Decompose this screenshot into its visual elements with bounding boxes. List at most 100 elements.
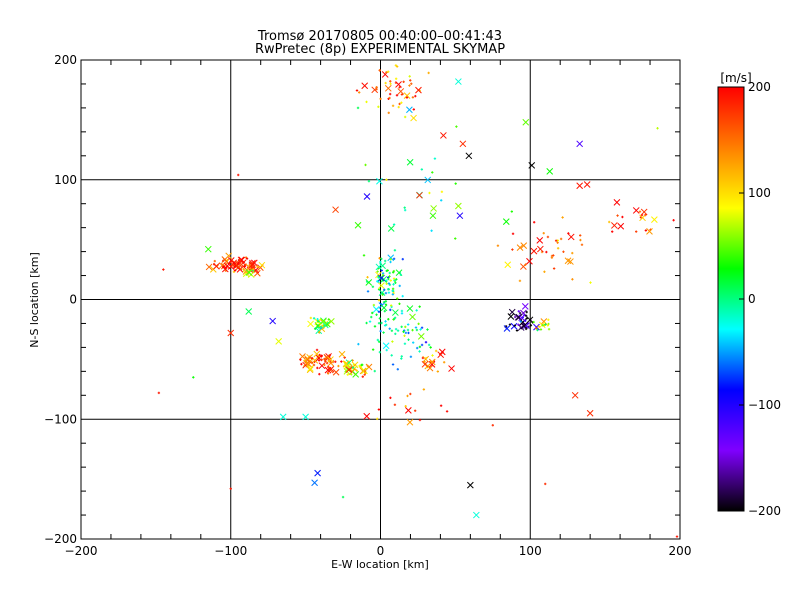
data-point-x <box>392 309 399 316</box>
data-point-plus <box>312 363 316 367</box>
data-point-plus <box>383 288 386 291</box>
data-point-plus <box>409 355 413 358</box>
data-point-x <box>397 88 405 95</box>
data-point-plus <box>403 334 406 337</box>
data-point-x <box>424 176 432 184</box>
data-point-x <box>503 325 511 332</box>
data-point-plus <box>388 275 391 278</box>
data-point-x <box>379 262 386 270</box>
data-point-x <box>352 371 360 378</box>
data-point-plus <box>367 179 371 183</box>
data-point-x <box>376 177 383 185</box>
data-point-x <box>380 304 388 312</box>
data-point-x <box>304 355 311 362</box>
data-point-x <box>378 274 385 282</box>
data-point-x <box>363 412 371 420</box>
data-point-plus <box>562 250 565 253</box>
data-point-plus <box>616 214 619 217</box>
data-point-plus <box>529 324 533 327</box>
data-point-plus <box>389 396 392 400</box>
data-point-plus <box>544 323 547 326</box>
data-point-x <box>576 140 584 148</box>
data-point-x <box>320 317 327 325</box>
data-point-plus <box>420 326 424 329</box>
data-point-x <box>314 469 321 477</box>
colorbar-unit-label: [m/s] <box>720 71 751 85</box>
data-point-x <box>320 318 327 325</box>
data-point-plus <box>407 331 410 335</box>
data-point-plus <box>377 299 381 302</box>
data-point-x <box>332 206 339 214</box>
chart-title: Tromsø 20170805 00:40:00–00:41:43 <box>257 29 502 44</box>
data-point-plus <box>403 342 407 345</box>
data-point-x <box>520 322 528 330</box>
data-point-plus <box>356 106 360 110</box>
data-point-plus <box>242 268 245 271</box>
data-point-x <box>359 367 367 375</box>
data-point-plus <box>426 328 429 331</box>
data-point-plus <box>387 277 390 281</box>
data-point-plus <box>355 89 359 92</box>
data-point-plus <box>371 285 375 288</box>
data-point-x <box>406 418 414 426</box>
data-point-x <box>375 263 383 271</box>
data-point-plus <box>392 257 396 261</box>
data-point-plus <box>406 328 410 332</box>
data-point-plus <box>394 64 398 67</box>
data-point-x <box>235 263 243 271</box>
data-point-plus <box>321 324 324 328</box>
data-point-x <box>409 313 416 321</box>
data-point-plus <box>229 487 232 490</box>
data-point-plus <box>252 268 255 271</box>
data-point-plus <box>385 348 388 352</box>
data-point-plus <box>532 221 536 224</box>
data-point-plus <box>413 409 417 412</box>
data-point-x <box>448 365 455 372</box>
data-point-plus <box>511 248 514 251</box>
data-point-plus <box>389 258 393 261</box>
data-point-plus <box>395 94 399 97</box>
data-point-plus <box>383 259 387 263</box>
data-point-x <box>318 362 326 370</box>
data-point-plus <box>192 376 195 379</box>
data-point-x <box>507 313 515 320</box>
data-point-plus <box>517 310 520 313</box>
data-point-plus <box>388 327 391 330</box>
data-point-x <box>504 261 512 269</box>
data-point-x <box>428 358 436 366</box>
data-point-plus <box>394 327 398 331</box>
data-point-x <box>459 140 467 148</box>
data-point-plus <box>405 96 409 99</box>
data-point-plus <box>554 239 558 242</box>
data-point-plus <box>393 249 397 252</box>
data-point-plus <box>340 360 343 363</box>
data-point-plus <box>350 373 353 376</box>
data-point-plus <box>547 328 551 331</box>
data-point-plus <box>373 325 377 328</box>
data-point-plus <box>398 102 401 106</box>
data-point-x <box>361 82 369 90</box>
data-point-x <box>387 225 395 232</box>
data-point-plus <box>656 127 659 130</box>
data-point-plus <box>398 86 401 89</box>
data-point-plus <box>323 363 326 367</box>
data-point-plus <box>621 215 624 219</box>
x-tick-label: 0 <box>377 544 385 558</box>
data-point-x <box>338 350 346 358</box>
data-point-x <box>384 84 392 92</box>
data-point-x <box>428 361 436 368</box>
data-point-plus <box>418 345 422 349</box>
data-point-x <box>472 511 480 519</box>
data-point-plus <box>399 273 403 276</box>
data-point-plus <box>455 125 458 128</box>
data-point-x <box>363 193 371 200</box>
data-point-plus <box>371 311 374 315</box>
data-point-x <box>406 158 414 166</box>
data-point-x <box>302 413 309 421</box>
data-point-plus <box>409 79 412 82</box>
data-point-plus <box>388 92 392 96</box>
data-point-plus <box>379 329 382 333</box>
data-point-plus <box>439 404 443 407</box>
data-point-plus <box>384 81 387 85</box>
data-point-plus <box>232 270 236 274</box>
